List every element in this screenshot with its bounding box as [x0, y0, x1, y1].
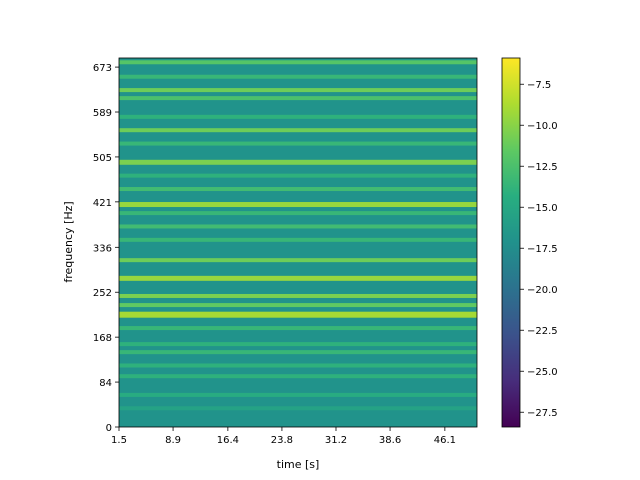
y-axis-label: frequency [Hz]: [62, 201, 75, 282]
heatmap-band: [119, 406, 477, 411]
y-tick-label: 589: [93, 108, 112, 119]
heatmap-band: [119, 258, 477, 263]
y-tick-label: 0: [106, 423, 112, 434]
heatmap-band: [119, 173, 477, 178]
colorbar-tick-label: −25.0: [527, 367, 558, 378]
x-tick-label: 38.6: [379, 435, 401, 446]
heatmap-band: [119, 74, 477, 79]
colorbar-tick-label: −10.0: [527, 121, 558, 132]
heatmap-band: [119, 311, 477, 318]
x-tick-label: 31.2: [325, 435, 347, 446]
colorbar-gradient: [501, 57, 521, 428]
heatmap-band: [119, 60, 477, 65]
heatmap-band: [119, 141, 477, 146]
heatmap-band: [119, 224, 477, 229]
colorbar-tick-label: −27.5: [527, 408, 558, 419]
heatmap-band: [119, 342, 477, 347]
y-tick-label: 673: [93, 63, 112, 74]
y-tick-label: 336: [93, 243, 112, 254]
heatmap-band: [119, 96, 477, 101]
colorbar-tick-label: −22.5: [527, 326, 558, 337]
heatmap-band: [119, 392, 477, 397]
colorbar-tick-label: −12.5: [527, 162, 558, 173]
x-tick-label: 23.8: [271, 435, 293, 446]
heatmap-band: [119, 303, 477, 308]
heatmap-bands: [119, 60, 477, 411]
x-tick-label: 1.5: [111, 435, 127, 446]
colorbar-tick-label: −20.0: [527, 285, 558, 296]
plot-area: [118, 57, 478, 428]
heatmap-band: [119, 128, 477, 133]
colorbar-ticks: −27.5 −25.0 −22.5 −20.0 −17.5 −15.0 −12.5 −10.0…: [520, 80, 558, 419]
heatmap-band: [119, 275, 477, 281]
x-axis: 1.5 8.9 16.4 23.8 31.2 38.6 46.1: [111, 427, 456, 446]
y-axis: 0 84 168 252 336 421 505 589 673: [93, 63, 119, 434]
y-tick-label: 252: [93, 288, 112, 299]
y-tick-label: 168: [93, 333, 112, 344]
heatmap-background: [119, 58, 477, 427]
heatmap-band: [119, 293, 477, 298]
colorbar: −27.5 −25.0 −22.5 −20.0 −17.5 −15.0 −12.5 −10.0…: [501, 57, 558, 428]
y-tick-label: 421: [93, 198, 112, 209]
heatmap-band: [119, 363, 477, 368]
heatmap-band: [119, 202, 477, 208]
heatmap-band: [119, 350, 477, 355]
heatmap-band: [119, 237, 477, 242]
y-tick-label: 84: [99, 378, 112, 389]
x-axis-label: time [s]: [277, 458, 320, 471]
colorbar-tick-label: −15.0: [527, 203, 558, 214]
heatmap-band: [119, 159, 477, 165]
colorbar-tick-label: −17.5: [527, 244, 558, 255]
heatmap-band: [119, 88, 477, 93]
plot-frame: [118, 57, 478, 428]
y-tick-label: 505: [93, 153, 112, 164]
x-tick-label: 16.4: [217, 435, 239, 446]
x-tick-label: 46.1: [434, 435, 456, 446]
heatmap-band: [119, 114, 477, 119]
heatmap-band: [119, 374, 477, 379]
heatmap-band: [119, 211, 477, 216]
heatmap-band: [119, 187, 477, 192]
heatmap-band: [119, 326, 477, 331]
x-tick-label: 8.9: [165, 435, 181, 446]
colorbar-tick-label: −7.5: [527, 80, 551, 91]
